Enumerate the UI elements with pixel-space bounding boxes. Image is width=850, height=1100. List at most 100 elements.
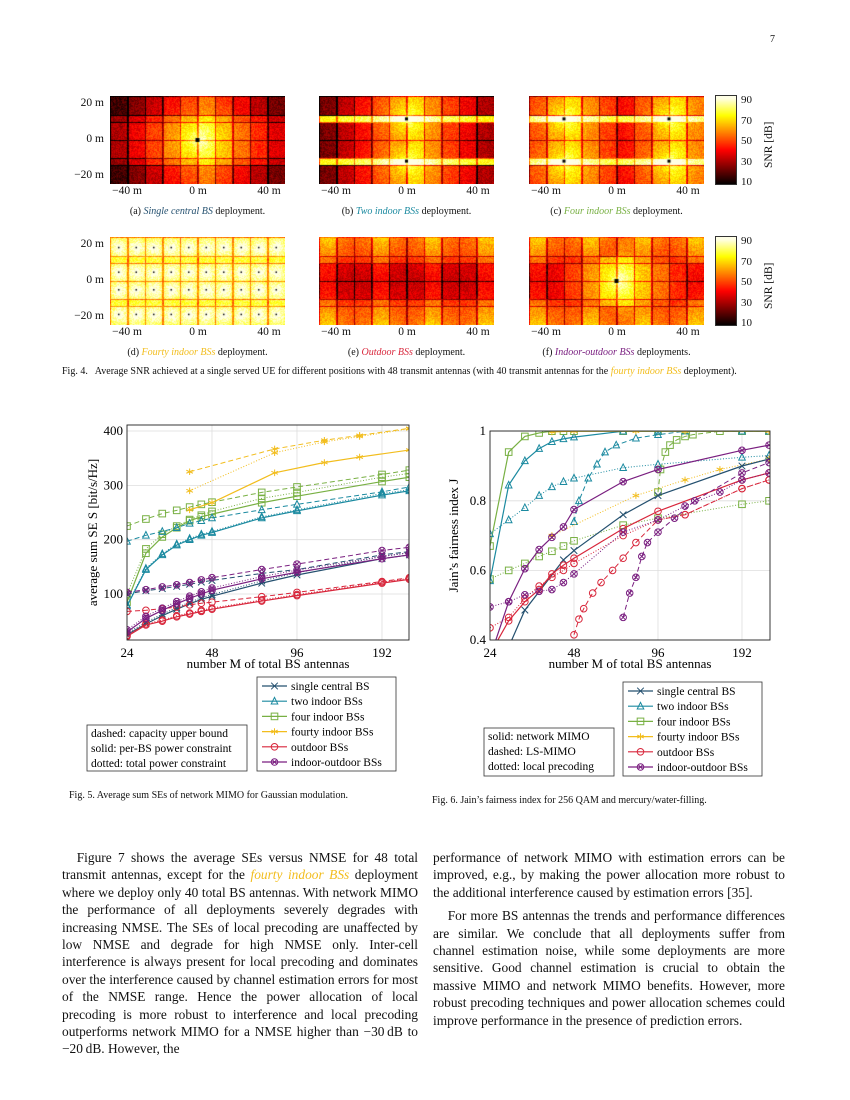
legend-label: single central BS	[657, 686, 736, 698]
data-point-marker-cross	[209, 587, 215, 593]
data-point-marker	[405, 485, 409, 493]
data-point-marker	[661, 448, 670, 456]
data-point-marker	[654, 491, 662, 500]
data-point-marker	[504, 566, 513, 575]
series-line-two-indoor-BSs-dotted	[127, 489, 409, 606]
snr-heatmap-b	[319, 96, 494, 184]
deployment-name: Indoor-outdoor BSs	[554, 347, 635, 358]
data-point-marker	[271, 469, 279, 477]
data-point-marker	[207, 513, 217, 522]
data-point-marker	[608, 566, 617, 575]
data-point-marker	[690, 497, 699, 505]
series-line-two-indoor-BSs-dotted	[490, 455, 770, 535]
x-tick-label: −40 m	[321, 326, 351, 338]
x-axis-label: number M of total BS antennas	[187, 656, 350, 671]
caption-emphasis: fourty indoor BSs	[610, 366, 682, 377]
data-point-marker	[158, 526, 167, 535]
data-point-marker	[141, 563, 151, 572]
data-point-marker	[681, 510, 689, 519]
data-point-marker	[142, 606, 150, 615]
legend-marker-circle-icon	[270, 743, 279, 751]
x-tick-label: 192	[372, 645, 392, 660]
caption-suffix: deployment.	[215, 206, 266, 217]
data-point-marker-cross	[490, 604, 493, 610]
data-point-marker	[619, 462, 628, 472]
data-point-marker	[487, 672, 494, 679]
data-point-marker	[548, 585, 556, 594]
data-point-marker	[127, 599, 132, 609]
legend-marker-circle-x-icon-cross	[637, 764, 644, 770]
data-point-marker-cross	[143, 615, 149, 622]
data-point-marker	[172, 611, 181, 620]
data-point-marker	[504, 613, 513, 622]
chart-fig6: 24 48 96 192 0.4 0.6 0.8 1 number M of total BS …	[446, 423, 771, 777]
legend-marker-star-icon	[636, 733, 645, 740]
data-point-marker	[765, 469, 770, 477]
data-point-marker-cross	[620, 614, 626, 621]
y-tick-label: 20 m	[80, 97, 104, 109]
series-line-single-central-BS-dotted	[127, 552, 409, 634]
data-point-marker	[208, 573, 216, 582]
data-point-marker	[490, 528, 495, 538]
data-point-marker	[504, 448, 513, 456]
data-point-marker	[588, 589, 597, 597]
data-point-marker	[186, 487, 194, 495]
deployment-name: Four indoor BSs	[563, 206, 631, 217]
data-point-marker	[570, 570, 578, 578]
data-point-marker-cross	[198, 591, 204, 597]
legend-marker-square-icon	[636, 717, 645, 726]
data-point-marker-cross	[627, 590, 633, 596]
data-point-marker-cross	[198, 577, 204, 583]
legend-label: four indoor BSs	[291, 711, 365, 723]
legend: single central BS two indoor BSs four indo…	[256, 676, 397, 772]
y-tick-label: 400	[104, 423, 124, 438]
data-point-marker	[257, 596, 266, 604]
data-point-marker	[559, 578, 568, 587]
data-point-marker	[504, 597, 513, 606]
legend-item: single central BS	[262, 681, 370, 693]
x-tick-label: 40 m	[466, 185, 490, 197]
caption-suffix: deployment.	[633, 206, 683, 217]
deployment-name: Two indoor BSs	[355, 206, 420, 217]
x-tick-label: 48	[206, 645, 219, 660]
subfigure-caption: (b) Two indoor BSs deployment.	[342, 206, 472, 217]
data-point-marker	[197, 500, 206, 509]
legend-label: fourty indoor BSs	[291, 727, 374, 739]
y-tick-label: 0.6	[470, 562, 487, 577]
data-point-marker	[405, 543, 409, 552]
y-tick-label: 1	[480, 423, 487, 438]
data-point-marker	[592, 459, 602, 468]
data-point-marker	[521, 606, 529, 614]
data-point-marker-cross	[209, 575, 215, 581]
data-point-marker-cross	[766, 470, 770, 476]
series-line-fourty-indoor-BSs-dashed	[189, 427, 409, 473]
data-point-marker-cross	[655, 529, 661, 535]
data-point-marker-cross	[549, 586, 555, 593]
deployment-name: Outdoor BSs	[361, 347, 413, 358]
data-point-marker	[142, 587, 150, 595]
snr-heatmap-e	[319, 237, 494, 325]
y-tick-label: 0 m	[86, 133, 104, 145]
data-point-marker-cross	[186, 579, 193, 586]
legend-marker-square-icon	[270, 712, 279, 721]
data-point-marker	[666, 441, 674, 449]
data-point-marker	[142, 545, 150, 553]
series-line-outdoor-BSs-solid	[127, 578, 409, 637]
data-point-marker-cross	[259, 566, 265, 573]
data-point-marker	[535, 443, 544, 452]
colorbar-tick: 30	[741, 296, 752, 309]
x-tick-label: 0 m	[189, 185, 207, 197]
body-column-left: Figure 7 shows the average SEs versus NM…	[62, 849, 418, 1058]
snr-colorbar	[715, 95, 737, 185]
data-point-marker	[405, 574, 409, 583]
figure-4-caption: Fig. 4. Average SNR achieved at a single…	[62, 366, 788, 379]
y-tick-label: 0.4	[470, 632, 487, 647]
colorbar-tick: 70	[741, 255, 752, 268]
notes-line: dashed: LS-MIMO	[488, 746, 576, 758]
data-point-marker	[185, 518, 194, 527]
data-point-marker	[185, 594, 194, 603]
data-point-marker	[142, 614, 150, 623]
data-point-marker	[127, 522, 131, 530]
data-point-marker	[257, 574, 266, 583]
data-point-marker	[738, 462, 746, 470]
